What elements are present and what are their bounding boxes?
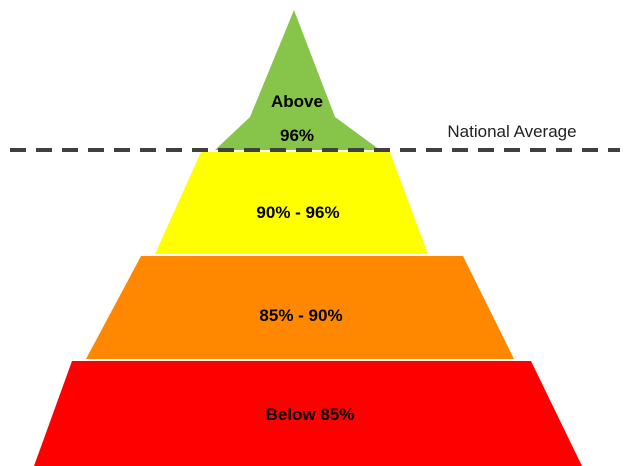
tier-90-96-label: 90% - 96% (256, 203, 339, 222)
tier-above-96 (215, 10, 380, 150)
tier-85-90 (86, 256, 514, 359)
tier-below-85-label: Below 85% (266, 405, 355, 424)
tier-above-96-label-line2: 96% (280, 126, 314, 145)
tier-90-96 (155, 152, 428, 254)
tier-above-96-label-line1: Above (271, 92, 323, 111)
tier-below-85 (34, 361, 582, 466)
tier-85-90-label: 85% - 90% (259, 306, 342, 325)
national-average-label: National Average (447, 122, 576, 141)
